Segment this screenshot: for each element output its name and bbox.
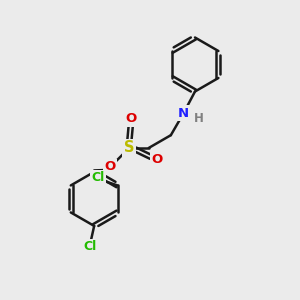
Text: O: O	[152, 153, 163, 166]
Text: Cl: Cl	[92, 171, 105, 184]
Text: S: S	[124, 140, 134, 155]
Text: O: O	[125, 112, 136, 125]
Text: O: O	[104, 160, 116, 173]
Text: N: N	[178, 106, 189, 120]
Text: H: H	[194, 112, 204, 125]
Text: Cl: Cl	[83, 240, 96, 254]
